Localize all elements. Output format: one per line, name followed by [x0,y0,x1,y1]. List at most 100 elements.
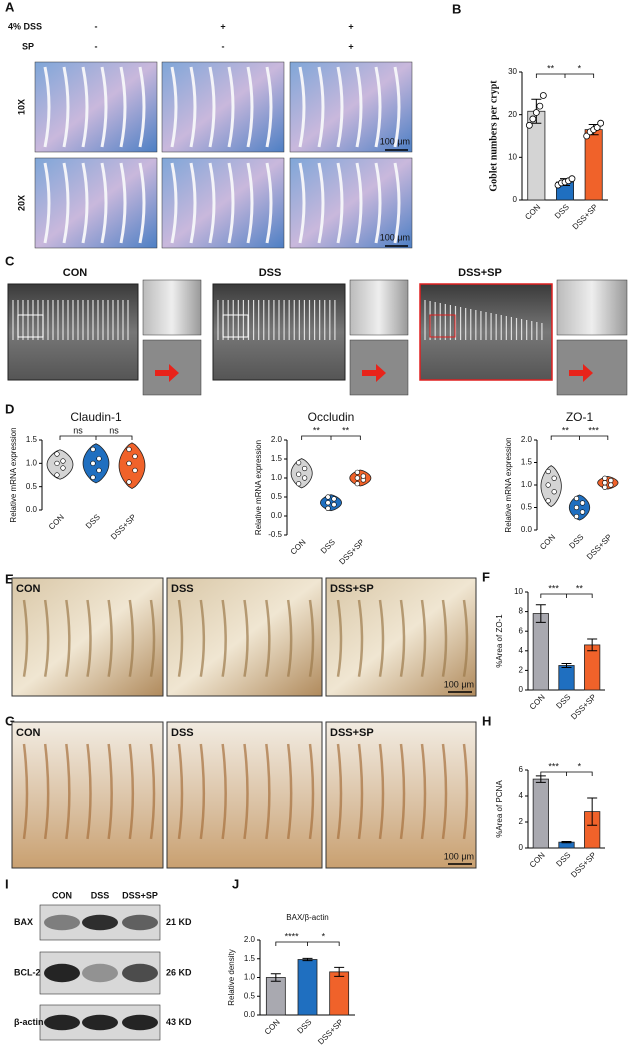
data-point [90,474,96,480]
zoom-image [349,279,409,336]
crypt [336,743,343,840]
y-tick-label: 1.0 [521,480,533,489]
y-tick-label: 6 [519,626,524,635]
significance-label: ns [109,425,119,435]
crypt [420,743,427,840]
tissue-fold [317,66,325,148]
significance-bracket [550,435,609,440]
x-tick-label: DSS [553,203,571,221]
significance-label: ** [313,425,321,435]
significance-bracket [540,771,593,776]
blot-band [82,1014,118,1031]
tissue-fold [298,66,306,148]
blot-band [122,914,158,931]
crypt [378,743,385,840]
chart-title: Claudin-1 [70,410,122,424]
crypt [199,599,206,677]
data-point [54,451,60,457]
lane-label: CON [52,890,72,900]
group-label: DSS [171,727,194,739]
x-tick-label: CON [263,1017,282,1036]
zoom-image [556,339,628,396]
data-point [325,505,331,512]
significance-label: **** [285,931,300,941]
protein-name: β-actin [14,1017,44,1027]
condition-label: 4% DSS [8,21,42,31]
y-tick-label: 0 [519,843,524,852]
crypt [286,599,293,677]
significance-bracket [540,593,593,598]
group-label: DSS [171,583,194,595]
group-label: DSS+SP [330,727,374,739]
y-tick-label: 0.5 [521,503,533,512]
protein-name: BCL-2 [14,967,41,977]
y-tick-label: 1.0 [26,458,38,467]
crypt [336,599,343,677]
data-point [296,481,302,487]
panel-letter: H [482,713,491,728]
y-tick-label: 0 [513,195,518,204]
significance-label: ** [562,425,570,435]
y-tick-label: 1.0 [271,473,283,482]
crypt [128,743,135,840]
y-tick-label: 1.5 [521,458,533,467]
panel-letter: G [5,713,15,728]
data-point [302,465,308,472]
y-tick-label: 0.0 [26,505,38,514]
tissue-fold [119,162,127,244]
crypt [86,599,92,677]
data-point [132,453,138,459]
data-point [90,446,96,452]
zoom-image [556,279,628,336]
crypt [43,599,50,677]
crypt [86,743,92,840]
violin [82,443,110,484]
group-title: DSS+SP [458,267,502,279]
bar [584,644,601,691]
data-point [573,513,580,520]
significance-label: *** [548,583,559,593]
crypt [221,743,227,840]
tissue-fold [208,162,216,244]
data-point [602,475,608,481]
data-point [583,132,591,140]
tissue-fold [170,66,178,148]
x-tick-label: CON [538,532,557,551]
y-axis-label: %Area of PCNA [495,780,504,838]
data-point [536,102,544,110]
tissue-fold [336,162,344,244]
x-tick-label: CON [289,537,308,556]
crypt [462,599,469,677]
x-tick-label: DSS+SP [571,203,600,232]
blot-band [44,1014,80,1031]
tissue-fold [43,162,51,244]
scale-bar-label: 100 μm [444,851,474,861]
blot-band [44,963,80,983]
y-tick-label: -0.5 [268,530,282,539]
tissue-fold [189,162,197,244]
crypt [441,599,448,677]
crypt [357,599,364,677]
crypt [286,743,293,840]
tissue-fold [81,66,89,148]
y-tick-label: 1.5 [244,954,256,963]
tissue-fold [138,162,146,244]
bar [558,665,575,691]
bar [584,129,603,201]
y-tick-label: 6 [519,765,524,774]
arrow [569,364,593,382]
y-tick-label: 2 [519,666,524,675]
data-point [354,475,360,481]
tissue-fold [336,66,344,148]
protein-size: 21 KD [166,917,192,927]
tissue-fold [355,66,363,148]
panel-letter: D [5,401,14,416]
data-point [60,465,66,471]
bar [297,959,318,1016]
bar [532,613,549,691]
significance-label: ** [576,583,584,593]
crypt [441,743,448,840]
significance-bracket [275,941,340,946]
data-point [608,477,614,484]
data-point [126,460,132,466]
